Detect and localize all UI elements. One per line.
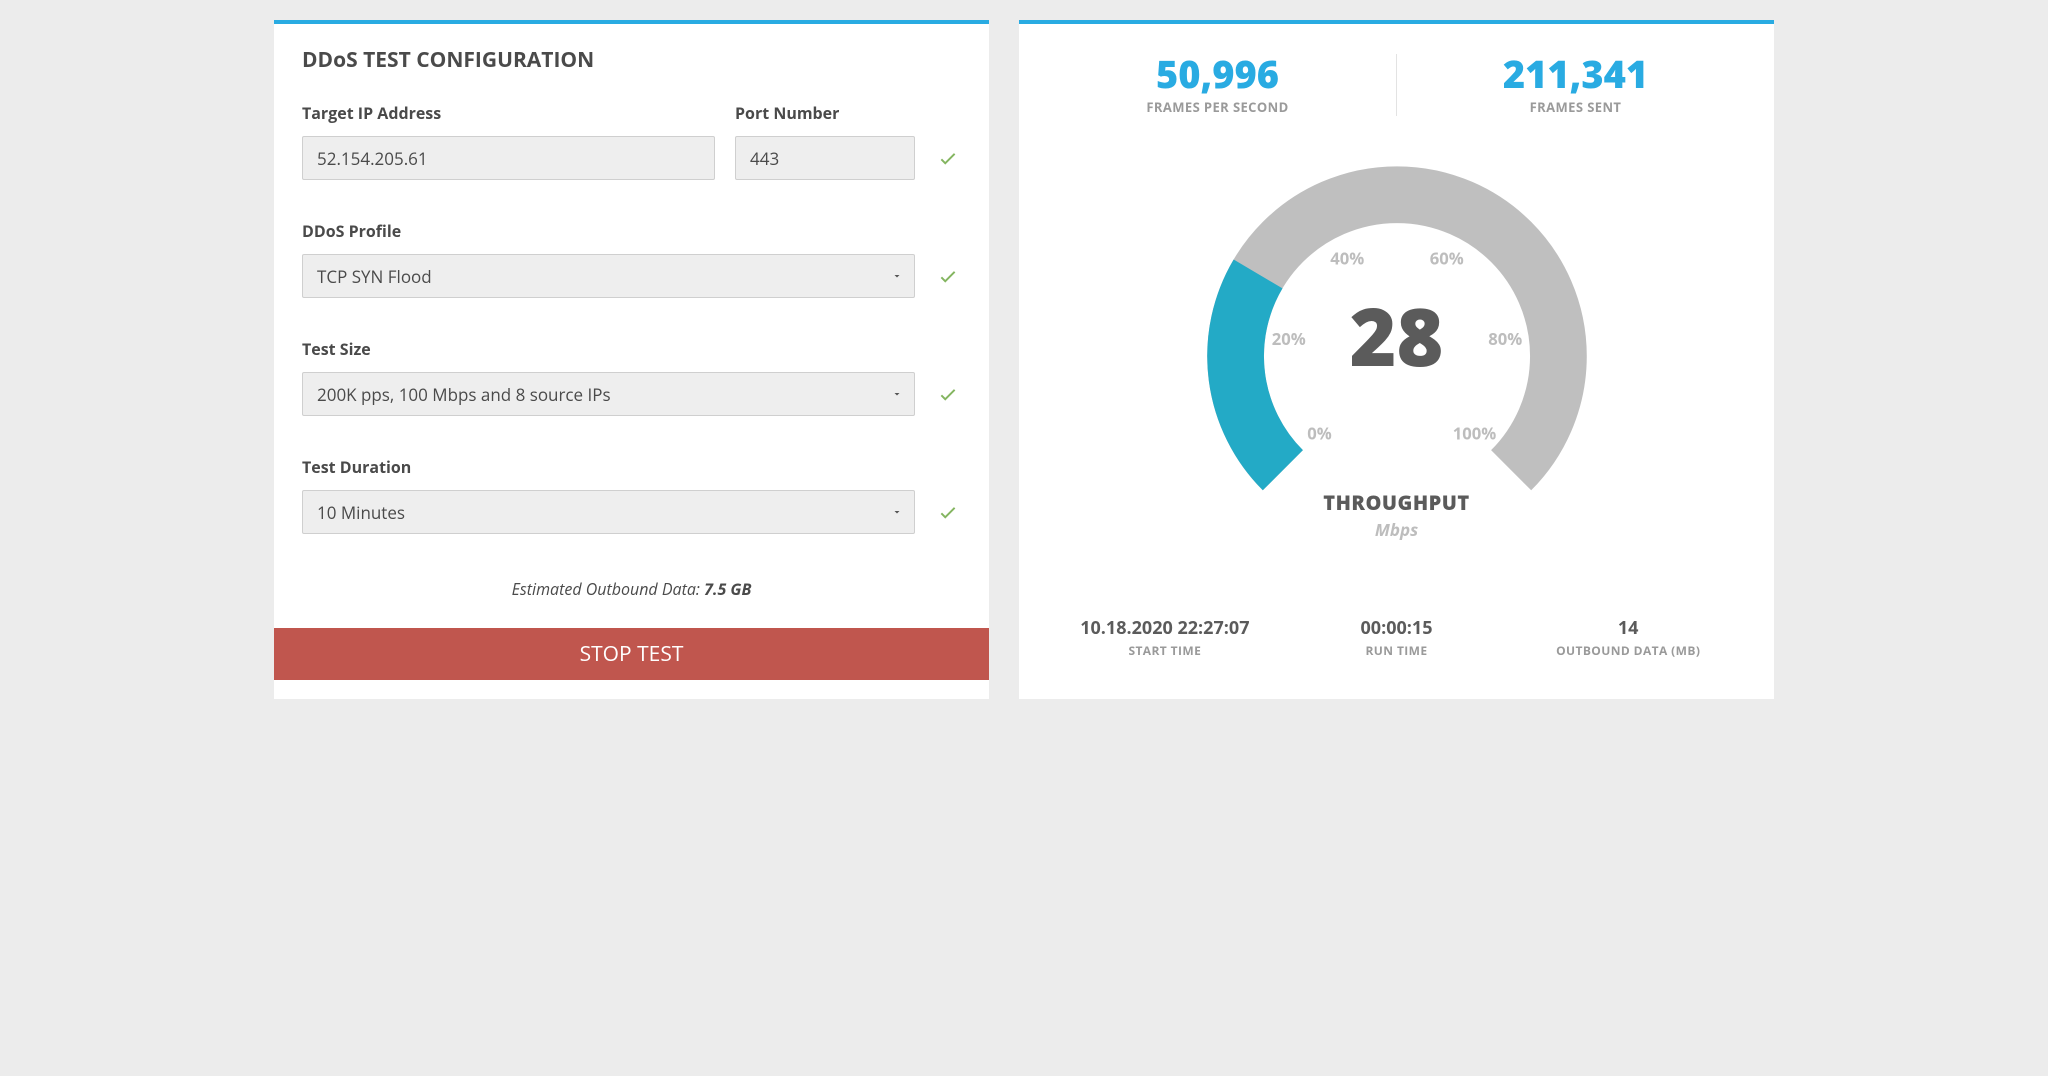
select-duration[interactable]: 10 Minutes	[302, 490, 915, 534]
config-panel: DDoS TEST CONFIGURATION Target IP Addres…	[274, 20, 989, 699]
stat-outbound: 14 OUTBOUND DATA (MB)	[1512, 616, 1744, 659]
stat-start-label: START TIME	[1049, 642, 1281, 659]
label-profile: DDoS Profile	[302, 220, 915, 242]
estimate-text: Estimated Outbound Data: 7.5 GB	[302, 574, 961, 618]
input-target-ip[interactable]	[302, 136, 715, 180]
stop-test-button[interactable]: STOP TEST	[274, 628, 989, 680]
row-duration: Test Duration 10 Minutes	[302, 456, 961, 534]
estimate-label: Estimated Outbound Data:	[512, 578, 704, 600]
check-icon	[935, 372, 961, 416]
config-title: DDoS TEST CONFIGURATION	[274, 24, 989, 82]
label-port: Port Number	[735, 102, 915, 124]
stat-frames-sent: 211,341 FRAMES SENT	[1396, 54, 1754, 116]
label-size: Test Size	[302, 338, 915, 360]
stat-fps-label: FRAMES PER SECOND	[1059, 98, 1376, 116]
check-icon	[935, 136, 961, 180]
input-port[interactable]	[735, 136, 915, 180]
label-duration: Test Duration	[302, 456, 915, 478]
stat-frames-value: 211,341	[1417, 54, 1734, 96]
stat-run-label: RUN TIME	[1281, 642, 1513, 659]
gauge-wrap: 0%20%40%60%80%100% 28 THROUGHPUT Mbps	[1039, 136, 1754, 586]
estimate-value: 7.5 GB	[704, 578, 751, 600]
stats-bottom-row: 10.18.2020 22:27:07 START TIME 00:00:15 …	[1039, 616, 1754, 659]
stats-panel: 50,996 FRAMES PER SECOND 211,341 FRAMES …	[1019, 20, 1774, 699]
gauge-title: THROUGHPUT	[1167, 489, 1627, 516]
stat-start-value: 10.18.2020 22:27:07	[1049, 616, 1281, 640]
row-profile: DDoS Profile TCP SYN Flood	[302, 220, 961, 298]
row-size: Test Size 200K pps, 100 Mbps and 8 sourc…	[302, 338, 961, 416]
stat-fps-value: 50,996	[1059, 54, 1376, 96]
stat-start-time: 10.18.2020 22:27:07 START TIME	[1049, 616, 1281, 659]
stat-fps: 50,996 FRAMES PER SECOND	[1039, 54, 1396, 116]
row-target-port: Target IP Address Port Number	[302, 102, 961, 180]
check-icon	[935, 254, 961, 298]
gauge-value: 28	[1350, 296, 1444, 376]
select-profile[interactable]: TCP SYN Flood	[302, 254, 915, 298]
stats-top-row: 50,996 FRAMES PER SECOND 211,341 FRAMES …	[1039, 54, 1754, 116]
stat-run-value: 00:00:15	[1281, 616, 1513, 640]
stat-frames-label: FRAMES SENT	[1417, 98, 1734, 116]
group-duration: Test Duration 10 Minutes	[302, 456, 915, 534]
check-icon	[935, 490, 961, 534]
label-target-ip: Target IP Address	[302, 102, 715, 124]
gauge-unit: Mbps	[1167, 518, 1627, 541]
throughput-gauge: 0%20%40%60%80%100% 28 THROUGHPUT Mbps	[1167, 136, 1627, 586]
stat-outbound-value: 14	[1512, 616, 1744, 640]
group-size: Test Size 200K pps, 100 Mbps and 8 sourc…	[302, 338, 915, 416]
group-port: Port Number	[735, 102, 915, 180]
group-profile: DDoS Profile TCP SYN Flood	[302, 220, 915, 298]
stat-outbound-label: OUTBOUND DATA (MB)	[1512, 642, 1744, 659]
stat-run-time: 00:00:15 RUN TIME	[1281, 616, 1513, 659]
select-size[interactable]: 200K pps, 100 Mbps and 8 source IPs	[302, 372, 915, 416]
group-target-ip: Target IP Address	[302, 102, 715, 180]
